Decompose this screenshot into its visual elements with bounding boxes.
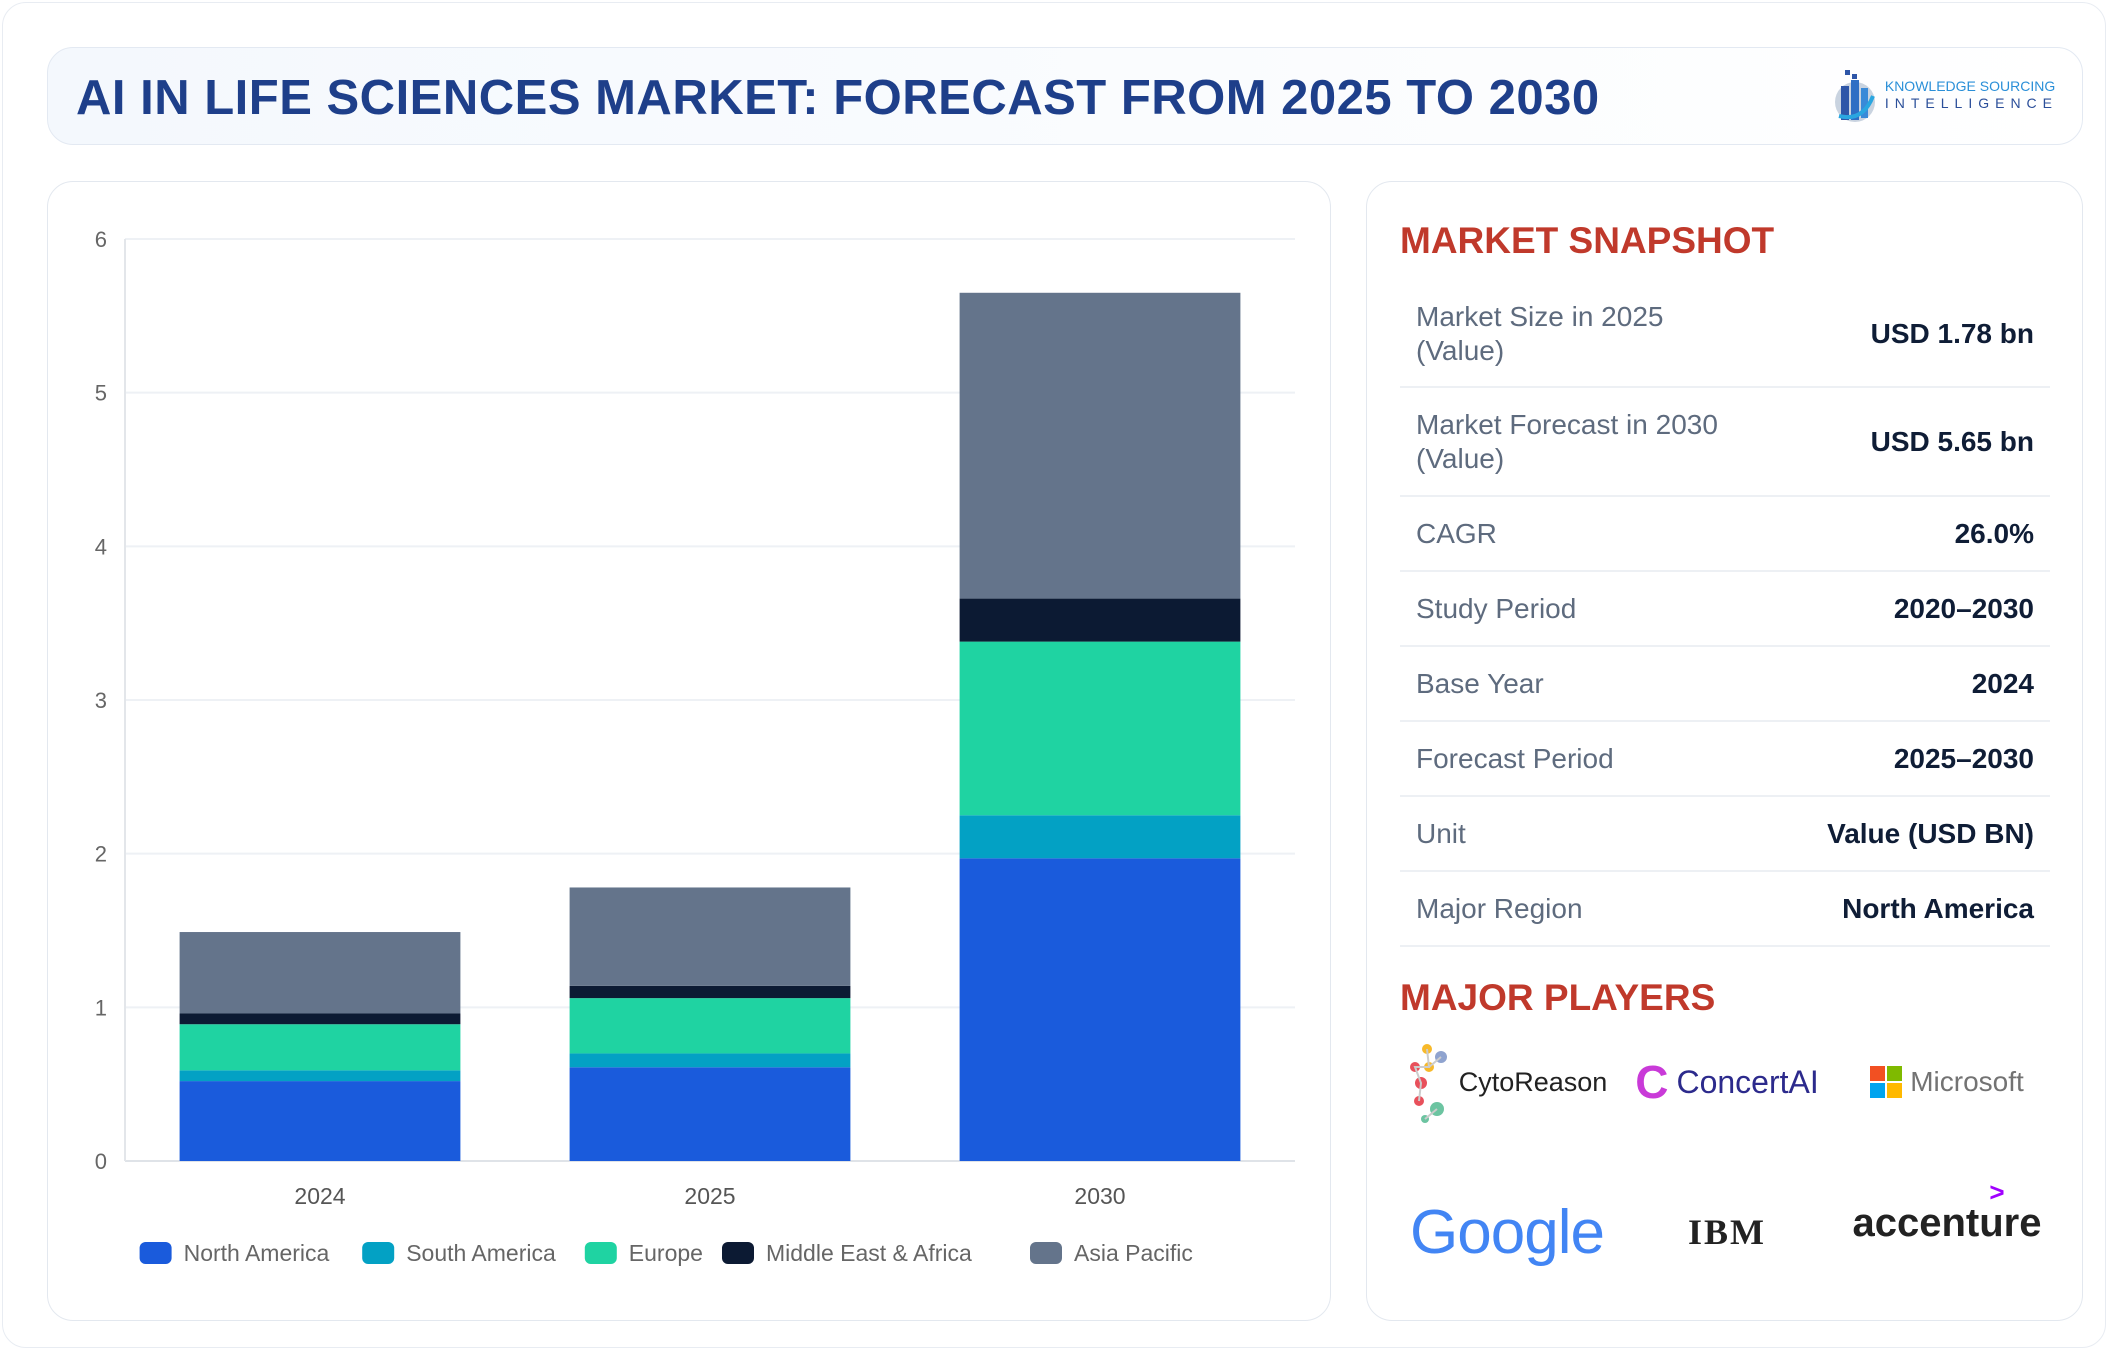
legend-swatch — [1030, 1242, 1062, 1264]
snapshot-row: Study Period 2020–2030 — [1400, 572, 2050, 647]
market-snapshot-card: MARKET SNAPSHOT Market Size in 2025 (Val… — [1366, 181, 2083, 1321]
bar-segment-south-america — [569, 1053, 851, 1068]
molecule-icon — [1409, 1044, 1447, 1123]
row-value: USD 1.78 bn — [1870, 318, 2034, 349]
logo-line2: INTELLIGENCE — [1884, 95, 2058, 111]
player-logos: CytoReason C ConcertAI Microsoft Google … — [1397, 1032, 2057, 1282]
bar-segment-middle-east-africa — [959, 598, 1241, 642]
legend-swatch — [139, 1242, 172, 1264]
logo-line1: KNOWLEDGE SOURCING — [1884, 78, 2056, 94]
y-tick-label: 0 — [95, 1149, 107, 1174]
legend-swatch — [584, 1242, 617, 1264]
legend-swatch — [722, 1242, 754, 1264]
legend-label: Europe — [629, 1240, 703, 1266]
google-text: Google — [1410, 1197, 1605, 1267]
players-title: MAJOR PLAYERS — [1400, 977, 1716, 1018]
accenture-text: accenture — [1852, 1201, 2042, 1245]
snapshot-row: CAGR 26.0% — [1400, 497, 2050, 572]
bar-segment-asia-pacific — [569, 887, 851, 986]
logo-google: Google — [1410, 1182, 1605, 1282]
concertai-c-icon: C — [1635, 1056, 1669, 1108]
row-label: Market Size in 2025 (Value) — [1416, 301, 1664, 366]
snapshot-row: Unit Value (USD BN) — [1400, 797, 2050, 872]
chart-card: 0 1 2 3 4 5 6 2024 2025 2030 North America South Am… — [47, 181, 1331, 1321]
x-tick-label: 2025 — [684, 1183, 735, 1209]
x-tick-label: 2024 — [294, 1183, 345, 1209]
bar-segment-europe — [569, 998, 851, 1054]
bar-segment-north-america — [569, 1067, 851, 1161]
logo-concertai: C ConcertAI — [1635, 1032, 1819, 1132]
row-value: 2025–2030 — [1893, 742, 2034, 774]
logo-building-icon — [1834, 70, 1875, 122]
bar-segment-asia-pacific — [179, 932, 461, 1014]
row-value: Value (USD BN) — [1827, 817, 2034, 849]
snapshot-title: MARKET SNAPSHOT — [1400, 220, 1775, 261]
legend-swatch — [362, 1242, 395, 1264]
ibm-text: IBM — [1688, 1211, 1766, 1253]
bar-segment-north-america — [959, 858, 1241, 1161]
snapshot-table: Market Size in 2025 (Value) USD 1.78 bn M… — [1400, 282, 2050, 947]
page-title: AI IN LIFE SCIENCES MARKET: FORECAST FRO… — [76, 71, 1600, 125]
snapshot-row: Market Size in 2025 (Value) USD 1.78 bn — [1400, 282, 2050, 388]
row-label: Unit — [1416, 817, 1466, 849]
row-value: North America — [1842, 892, 2034, 924]
bar-segment-europe — [179, 1024, 461, 1071]
row-label: CAGR — [1416, 517, 1497, 549]
logo-cytoreason: CytoReason — [1407, 1032, 1608, 1132]
legend-label: South America — [406, 1240, 556, 1266]
row-label: Study Period — [1416, 592, 1577, 624]
bar-segment-south-america — [179, 1070, 461, 1082]
x-tick-label: 2030 — [1074, 1183, 1125, 1209]
concertai-text: ConcertAI — [1676, 1063, 1819, 1100]
legend-label: North America — [184, 1240, 330, 1266]
bar-segment-south-america — [959, 815, 1241, 859]
y-tick-label: 6 — [95, 227, 107, 252]
header-banner: AI IN LIFE SCIENCES MARKET: FORECAST FRO… — [47, 47, 2083, 145]
row-value: USD 5.65 bn — [1870, 425, 2034, 457]
brand-logo: KNOWLEDGE SOURCING INTELLIGENCE — [1833, 66, 2058, 124]
snapshot-row: Base Year 2024 — [1400, 647, 2050, 722]
row-label: Base Year — [1416, 667, 1544, 699]
snapshot-row: Forecast Period 2025–2030 — [1400, 722, 2050, 797]
y-tick-label: 2 — [95, 842, 107, 867]
cytoreason-text: CytoReason — [1458, 1066, 1608, 1097]
y-tick-label: 5 — [95, 381, 107, 406]
logo-microsoft: Microsoft — [1870, 1032, 2024, 1132]
stacked-bar-chart: 0 1 2 3 4 5 6 2024 2025 2030 North America South Am… — [95, 227, 1295, 1266]
snapshot-row: Market Forecast in 2030 (Value) USD 5.65 … — [1400, 388, 2050, 497]
bar-segment-north-america — [179, 1081, 461, 1161]
bar-segment-middle-east-africa — [569, 985, 851, 999]
legend-label: Asia Pacific — [1074, 1240, 1193, 1266]
row-value: 2020–2030 — [1893, 592, 2034, 624]
logo-ibm: IBM — [1688, 1182, 1766, 1282]
microsoft-text: Microsoft — [1910, 1066, 2024, 1097]
row-value: 26.0% — [1954, 517, 2034, 549]
y-tick-label: 4 — [95, 534, 107, 559]
accenture-arrow-icon: > — [1989, 1177, 2005, 1207]
bar-segment-europe — [959, 641, 1241, 816]
row-value: 2024 — [1971, 667, 2034, 699]
bar-segment-middle-east-africa — [179, 1013, 461, 1025]
microsoft-windows-icon — [1870, 1066, 1903, 1098]
row-label: Major Region — [1416, 892, 1583, 924]
legend-label: Middle East & Africa — [766, 1240, 972, 1266]
bar-segment-asia-pacific — [959, 292, 1241, 599]
y-tick-label: 1 — [95, 995, 107, 1020]
snapshot-row: Major Region North America — [1400, 872, 2050, 947]
row-label: Forecast Period — [1416, 742, 1614, 774]
logo-accenture: > accenture — [1852, 1177, 2042, 1282]
y-tick-label: 3 — [95, 688, 107, 713]
row-label: Market Forecast in 2030 (Value) — [1416, 408, 1718, 474]
